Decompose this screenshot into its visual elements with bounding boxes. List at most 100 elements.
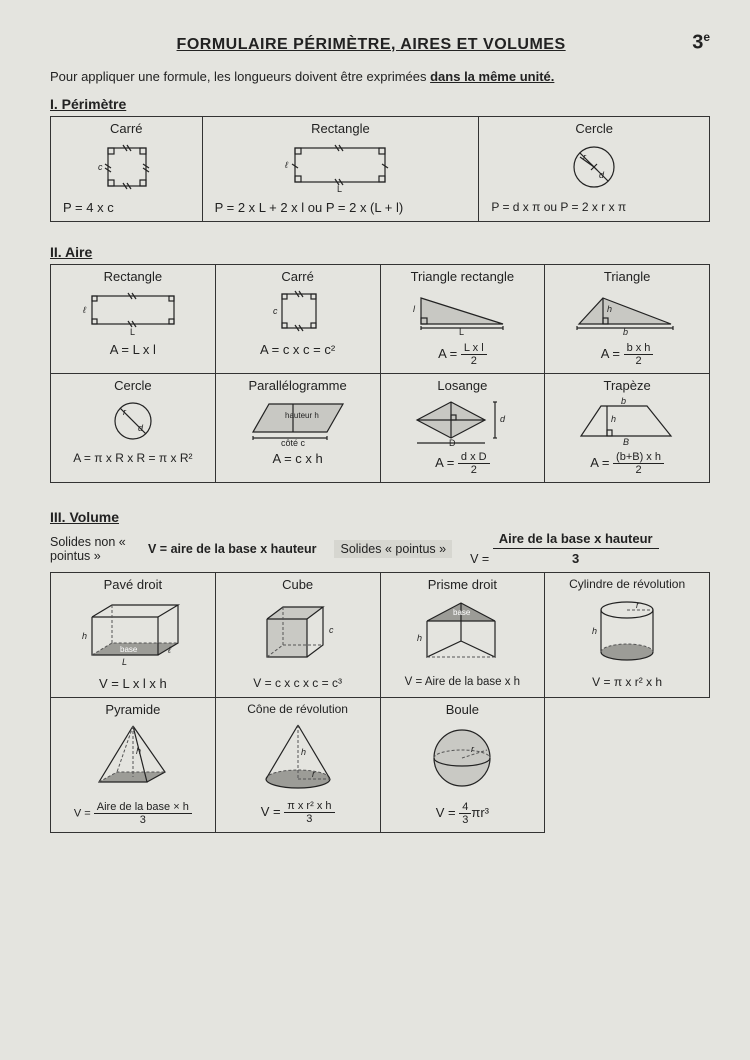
svg-text:h: h <box>592 626 597 636</box>
svg-text:c: c <box>329 625 334 635</box>
intro-text: Pour appliquer une formule, les longueur… <box>50 69 710 84</box>
svg-text:ℓ: ℓ <box>167 645 171 655</box>
svg-text:c: c <box>98 162 103 172</box>
svg-text:base: base <box>453 608 471 617</box>
cell-title: Cylindre de révolution <box>551 577 703 591</box>
svg-text:r: r <box>123 407 127 417</box>
square-icon: c <box>222 286 374 338</box>
perimetre-table: Carré c P = 4 x c Rectangle <box>50 116 710 222</box>
formula: A = c x c = c² <box>222 342 374 357</box>
rectangle-icon: ℓL <box>57 286 209 338</box>
formula: A = L x l2 <box>387 342 539 367</box>
svg-text:h: h <box>417 633 422 643</box>
svg-text:b: b <box>621 396 626 406</box>
grade-level: 3e <box>692 30 710 55</box>
cell-title: Parallélogramme <box>222 378 374 393</box>
formula: A = π x R x R = π x R² <box>57 451 209 465</box>
svg-text:h: h <box>82 631 87 641</box>
svg-text:L: L <box>337 184 342 194</box>
rectangle-icon: ℓ L <box>209 138 473 196</box>
formula: A = b x h2 <box>551 342 703 367</box>
svg-text:l: l <box>413 304 416 314</box>
cell-title: Cube <box>222 577 374 592</box>
formula: V = c x c x c = c³ <box>222 676 374 690</box>
parallelogram-icon: hauteur h côté c <box>222 395 374 447</box>
formula: A = c x h <box>222 451 374 466</box>
rhombus-icon: d D <box>387 395 539 447</box>
svg-text:côté c: côté c <box>281 438 306 448</box>
cylinder-icon: r h <box>551 593 703 671</box>
cell-title: Triangle <box>551 269 703 284</box>
label-pointus: Solides « pointus » <box>334 540 452 558</box>
formula: P = d x π ou P = 2 x r x π <box>485 200 703 214</box>
circle-icon: r d <box>485 138 703 196</box>
formula: A = d x D2 <box>387 451 539 476</box>
svg-text:h: h <box>607 304 612 314</box>
sphere-icon: r <box>387 719 539 797</box>
svg-text:d: d <box>500 414 506 424</box>
circle-icon: rd <box>57 395 209 447</box>
formula-pointus: V = Aire de la base x hauteur3 <box>470 531 659 566</box>
svg-text:B: B <box>623 437 629 447</box>
svg-text:hauteur h: hauteur h <box>285 411 319 420</box>
svg-text:h: h <box>301 747 306 757</box>
aire-table: Rectangle ℓL A = L x l Carré <box>50 264 710 483</box>
page-title: FORMULAIRE PÉRIMÈTRE, AIRES ET VOLUMES <box>50 36 692 54</box>
formula: P = 4 x c <box>57 200 196 215</box>
cell-title: Cercle <box>485 121 703 136</box>
cell-title: Pavé droit <box>57 577 209 592</box>
svg-text:ℓ: ℓ <box>284 160 288 170</box>
svg-text:d: d <box>599 170 605 180</box>
formula: V = π x r² x h <box>551 675 703 689</box>
svg-text:r: r <box>636 600 640 610</box>
formula-non-pointus: V = aire de la base x hauteur <box>148 542 316 556</box>
svg-text:h: h <box>136 746 141 756</box>
svg-text:r: r <box>583 152 587 162</box>
pyramid-icon: h <box>57 719 209 797</box>
right-triangle-icon: lL <box>387 286 539 338</box>
cell-title: Cercle <box>57 378 209 393</box>
svg-text:L: L <box>130 327 135 337</box>
formula: V = Aire de la base x h <box>387 676 539 688</box>
section-aire-heading: II. Aire <box>50 244 710 260</box>
cell-title: Boule <box>387 702 539 717</box>
formula: V = Aire de la base × h3 <box>57 801 209 826</box>
formula: A = L x l <box>57 342 209 357</box>
trapezoid-icon: h b B <box>551 395 703 447</box>
svg-text:ℓ: ℓ <box>82 305 86 315</box>
cell-title: Triangle rectangle <box>387 269 539 284</box>
volume-table: Pavé droit h L ℓ base V = L x l x h Cube <box>50 572 710 833</box>
cell-title: Carré <box>57 121 196 136</box>
cube-icon: c <box>222 594 374 672</box>
cell-title: Losange <box>387 378 539 393</box>
cell-title: Carré <box>222 269 374 284</box>
svg-text:base: base <box>120 645 138 654</box>
formula: V = π x r² x h3 <box>222 800 374 825</box>
formula: A = (b+B) x h2 <box>551 451 703 476</box>
cell-title: Trapèze <box>551 378 703 393</box>
triangle-icon: hb <box>551 286 703 338</box>
square-icon: c <box>57 138 196 196</box>
label-non-pointus: Solides non « pointus » <box>50 535 130 563</box>
cell-title: Pyramide <box>57 702 209 717</box>
svg-text:L: L <box>122 657 127 667</box>
section-volume-heading: III. Volume <box>50 509 710 525</box>
header: FORMULAIRE PÉRIMÈTRE, AIRES ET VOLUMES 3… <box>50 30 710 55</box>
cone-icon: h r <box>222 718 374 796</box>
svg-text:c: c <box>273 306 278 316</box>
volume-intro: Solides non « pointus » V = aire de la b… <box>50 531 710 566</box>
formula: V = L x l x h <box>57 676 209 691</box>
cell-title: Prisme droit <box>387 577 539 592</box>
svg-text:D: D <box>449 438 456 448</box>
svg-text:L: L <box>459 327 464 337</box>
cell-title: Cône de révolution <box>222 702 374 716</box>
cell-title: Rectangle <box>57 269 209 284</box>
prism-icon: h base <box>387 594 539 672</box>
cell-title: Rectangle <box>209 121 473 136</box>
section-perimetre-heading: I. Périmètre <box>50 96 710 112</box>
formula: V = 43πr³ <box>387 801 539 826</box>
svg-text:h: h <box>611 414 616 424</box>
formula: P = 2 x L + 2 x l ou P = 2 x (L + l) <box>209 200 473 215</box>
cuboid-icon: h L ℓ base <box>57 594 209 672</box>
svg-text:b: b <box>623 327 628 337</box>
